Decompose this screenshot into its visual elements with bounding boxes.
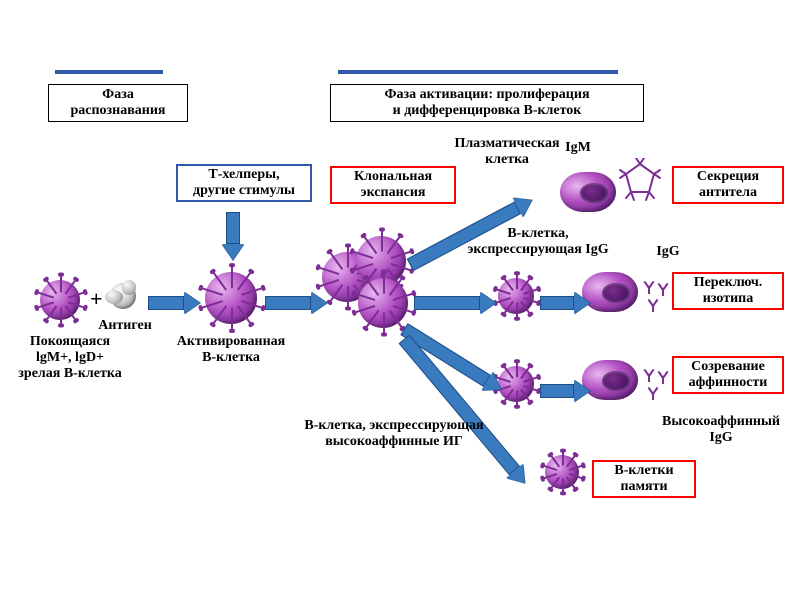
igm-pentamer-icon xyxy=(618,158,662,202)
memory-bcells-label: В-клетки памяти xyxy=(614,463,673,494)
clonal-expansion-box: Клональная экспансия xyxy=(330,166,456,204)
clonal-cluster-cell-3 xyxy=(358,278,408,328)
phase-tick-left xyxy=(55,70,163,74)
antigen-icon xyxy=(110,283,136,309)
hi-aff-bcell-label: В-клетка, экспрессирующая высокоаффинные… xyxy=(284,418,504,450)
phase-recognition-label: Фаза распознавания xyxy=(70,87,165,118)
arrow-to-igg-bcell xyxy=(414,292,496,314)
phase-tick-right xyxy=(338,70,618,74)
antibody-secretion-label: Секреция антитела xyxy=(697,169,759,200)
thelpers-label: Т-хелперы, другие стимулы xyxy=(193,167,295,198)
igm-label: IgM xyxy=(558,140,598,156)
plasma-cell-igg-icon xyxy=(582,272,638,312)
igg-bcell-icon xyxy=(498,278,534,314)
phase-activation-label: Фаза активации: пролиферация и дифференц… xyxy=(384,87,589,118)
resting-bcell-label: Покоящаяся lgM+, lgD+ зрелая В-клетка xyxy=(10,334,130,382)
igg-group-icon xyxy=(642,278,670,312)
arrow-thelpers-down xyxy=(222,212,244,260)
resting-bcell-icon xyxy=(40,280,80,320)
diagram-canvas: Фаза распознавания Фаза активации: проли… xyxy=(0,0,800,600)
antigen-label: Антиген xyxy=(90,318,160,334)
memory-bcells-box: В-клетки памяти xyxy=(592,460,696,498)
igg-label: IgG xyxy=(648,244,688,260)
antibody-secretion-box: Секреция антитела xyxy=(672,166,784,204)
clonal-expansion-label: Клональная экспансия xyxy=(354,169,432,200)
plus-symbol: + xyxy=(90,286,103,312)
plasma-cell-label: Плазматическая клетка xyxy=(442,136,572,168)
phase-recognition-box: Фаза распознавания xyxy=(48,84,188,122)
arrow-hiaff-to-plasma xyxy=(540,380,590,402)
arrow-2 xyxy=(265,292,327,314)
thelpers-box: Т-хелперы, другие стимулы xyxy=(176,164,312,202)
hi-aff-igg-label: Высокоаффинный IgG xyxy=(656,414,786,446)
activated-bcell-icon xyxy=(205,272,257,324)
hi-aff-igg-group-icon xyxy=(642,366,670,400)
arrow-igg-to-plasma xyxy=(540,292,590,314)
activated-bcell-label: Активированная В-клетка xyxy=(166,334,296,366)
plasma-cell-igm-icon xyxy=(560,172,616,212)
memory-bcell-icon xyxy=(545,455,579,489)
plasma-cell-hiaff-icon xyxy=(582,360,638,400)
arrow-1 xyxy=(148,292,200,314)
isotype-switch-box: Переключ. изотипа xyxy=(672,272,784,310)
isotype-switch-label: Переключ. изотипа xyxy=(694,275,763,306)
affinity-maturation-box: Созревание аффинности xyxy=(672,356,784,394)
affinity-maturation-label: Созревание аффинности xyxy=(689,359,768,390)
igg-bcell-label: В-клетка, экспрессирующая IgG xyxy=(458,226,618,258)
phase-activation-box: Фаза активации: пролиферация и дифференц… xyxy=(330,84,644,122)
